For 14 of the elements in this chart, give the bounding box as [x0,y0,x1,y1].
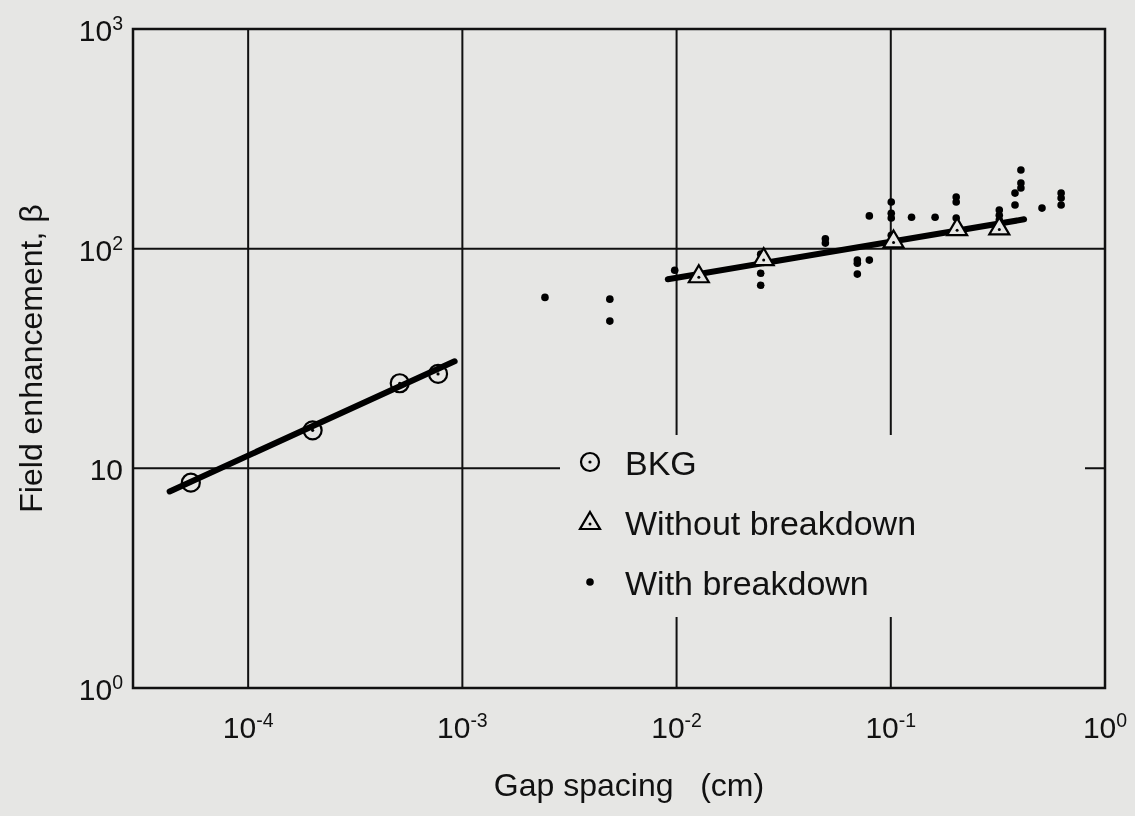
y-tick-label: 10$^{3}$ [78,12,123,47]
x-tick-label: 10$^{-1}$ [865,709,917,744]
legend-label: BKG [625,444,697,482]
x-tick-label: 10$^{0}$ [1082,709,1128,744]
x-tick-label: 10$^{-4}$ [222,709,274,744]
y-tick-label: 10$^{2}$ [78,231,123,267]
legend-label: Without breakdown [625,504,917,542]
x-axis-title: Gap spacing (cm) [493,767,765,803]
x-tick-label: 10$^{-3}$ [437,709,488,744]
y-tick-label: 10 [89,453,123,487]
y-tick-label: 10$^{0}$ [78,671,124,706]
x-tick-label: 10$^{-2}$ [651,709,702,744]
legend-label: With breakdown [625,564,869,602]
y-axis-title: Field enhancement, β [13,204,49,513]
